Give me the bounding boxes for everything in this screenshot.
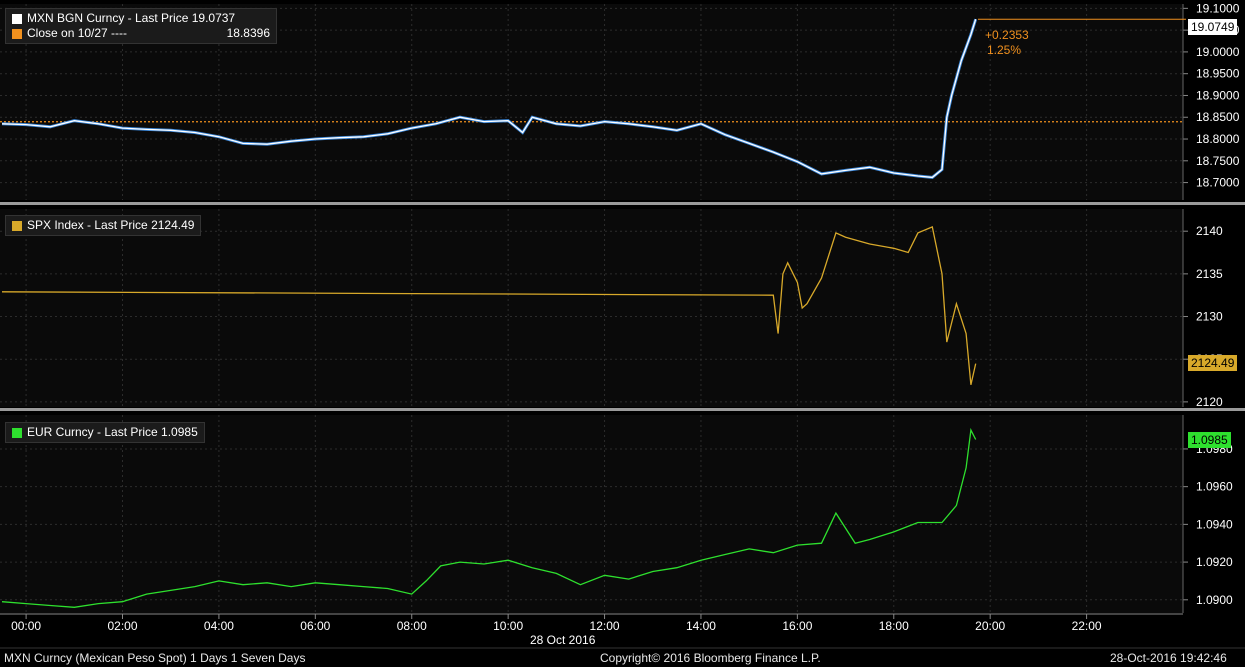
- eur-y-tick-label: 1.0940: [1196, 517, 1233, 531]
- spx-y-tick-label: 2130: [1196, 310, 1223, 324]
- eur-legend-label: EUR Curncy - Last Price: [27, 425, 158, 439]
- mxn-y-tick-label: 19.1000: [1196, 1, 1240, 15]
- x-tick-label: 02:00: [107, 619, 137, 633]
- spx-last-tag: 2124.49: [1188, 355, 1238, 371]
- footer-center: Copyright© 2016 Bloomberg Finance L.P.: [600, 651, 821, 665]
- eur-last-tag: 1.0985: [1188, 432, 1231, 448]
- x-tick-label: 18:00: [879, 619, 909, 633]
- spx-y-tick-label: 2135: [1196, 267, 1223, 281]
- close-swatch: [12, 28, 22, 39]
- mxn-legend-row: MXN BGN Curncy - Last Price 19.0737: [12, 11, 270, 26]
- eur-series-line: [1, 427, 977, 608]
- spx-legend-value: 2124.49: [151, 218, 195, 232]
- eur-y-tick-label: 1.0960: [1196, 480, 1233, 494]
- mxn-y-tick-label: 18.7000: [1196, 176, 1240, 190]
- x-tick-label: 12:00: [590, 619, 620, 633]
- eur-y-tick-label: 1.0900: [1196, 593, 1233, 607]
- mxn-y-tick-label: 18.9000: [1196, 88, 1240, 102]
- spx-y-tick-label: 2140: [1196, 224, 1223, 238]
- close-legend-row: Close on 10/27 ---- 18.8396: [12, 26, 270, 41]
- spx-series-line: [1, 225, 977, 385]
- mxn-legend-label: MXN BGN Curncy - Last Price: [27, 11, 189, 25]
- mxn-last-tag: 19.0749: [1188, 19, 1238, 35]
- mxn-y-tick-label: 18.8000: [1196, 132, 1240, 146]
- x-tick-label: 20:00: [975, 619, 1005, 633]
- spx-swatch: [12, 220, 22, 231]
- footer-left: MXN Curncy (Mexican Peso Spot) 1 Days 1 …: [4, 651, 306, 665]
- x-tick-label: 04:00: [204, 619, 234, 633]
- x-tick-label: 22:00: [1072, 619, 1102, 633]
- mxn-y-tick-label: 18.7500: [1196, 154, 1240, 168]
- close-legend-value: 18.8396: [226, 26, 270, 40]
- mxn-legend-value: 19.0737: [191, 11, 236, 25]
- panel-separator: [0, 202, 1245, 205]
- x-tick-label: 08:00: [397, 619, 427, 633]
- date-label: 28 Oct 2016: [530, 633, 596, 647]
- spx-y-tick-label: 2120: [1196, 395, 1223, 409]
- x-tick-label: 14:00: [686, 619, 716, 633]
- eur-plot-area: [0, 415, 1183, 613]
- mxn-y-tick-label: 18.8500: [1196, 110, 1240, 124]
- mxn-series-line: [1, 19, 977, 179]
- eur-y-tick-label: 1.0920: [1196, 555, 1233, 569]
- eur-legend-value: 1.0985: [161, 425, 198, 439]
- x-tick-label: 06:00: [300, 619, 330, 633]
- eur-legend: EUR Curncy - Last Price 1.0985: [5, 422, 205, 443]
- mxn-y-tick-label: 18.9500: [1196, 67, 1240, 81]
- mxn-change-pct: 1.25%: [987, 43, 1022, 57]
- spx-legend: SPX Index - Last Price 2124.49: [5, 215, 202, 236]
- mxn-y-tick-label: 19.0000: [1196, 45, 1240, 59]
- panel-separator: [0, 408, 1245, 411]
- x-tick-label: 10:00: [493, 619, 523, 633]
- spx-plot-area: [0, 209, 1183, 407]
- mxn-change-abs: +0.2353: [985, 28, 1029, 42]
- x-tick-label: 00:00: [11, 619, 41, 633]
- eur-swatch: [12, 427, 22, 438]
- mxn-legend: MXN BGN Curncy - Last Price 19.0737 Clos…: [5, 8, 277, 44]
- close-legend-label: Close on 10/27 ----: [27, 26, 128, 40]
- x-tick-label: 16:00: [782, 619, 812, 633]
- footer-right: 28-Oct-2016 19:42:46: [1110, 651, 1227, 665]
- spx-legend-label: SPX Index - Last Price: [27, 218, 148, 232]
- mxn-swatch: [12, 13, 22, 24]
